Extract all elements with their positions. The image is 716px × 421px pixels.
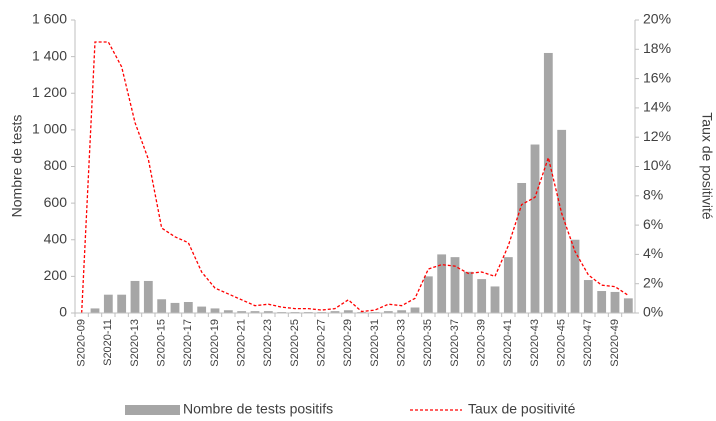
bar bbox=[197, 306, 207, 313]
y2-tick-label: 12% bbox=[643, 128, 671, 144]
y2-tick-label: 6% bbox=[643, 216, 663, 232]
y-tick-label: 600 bbox=[44, 194, 68, 210]
legend-label: Nombre de tests positifs bbox=[183, 401, 333, 417]
y2-tick-label: 18% bbox=[643, 40, 671, 56]
bar bbox=[583, 280, 593, 313]
bar bbox=[263, 311, 273, 313]
bar bbox=[477, 279, 487, 313]
bar bbox=[530, 144, 540, 313]
y-tick-label: 1 200 bbox=[32, 84, 67, 100]
x-tick-label: S2020-43 bbox=[529, 319, 541, 367]
x-tick-label: S2020-49 bbox=[609, 319, 621, 367]
bar bbox=[237, 311, 247, 313]
bar bbox=[410, 307, 420, 313]
bar bbox=[90, 308, 100, 313]
bar bbox=[143, 280, 153, 313]
bar bbox=[490, 286, 500, 313]
x-tick-label: S2020-37 bbox=[449, 319, 461, 367]
bar bbox=[503, 257, 513, 313]
x-tick-label: S2020-09 bbox=[76, 319, 88, 367]
y2-tick-label: 20% bbox=[643, 11, 671, 27]
bar bbox=[157, 299, 167, 313]
bar bbox=[330, 311, 340, 313]
bar bbox=[183, 302, 193, 313]
bar bbox=[543, 52, 553, 314]
bar bbox=[570, 239, 580, 313]
x-tick-label: S2020-15 bbox=[156, 319, 168, 367]
bar bbox=[103, 294, 113, 313]
legend-label: Taux de positivité bbox=[468, 401, 576, 417]
bar bbox=[343, 310, 353, 313]
bar bbox=[517, 182, 527, 313]
bar bbox=[450, 257, 460, 313]
line bbox=[81, 41, 629, 314]
x-tick-label: S2020-45 bbox=[556, 319, 568, 367]
x-tick-label: S2020-33 bbox=[396, 319, 408, 367]
y-tick-label: 200 bbox=[44, 267, 68, 283]
x-tick-label: S2020-41 bbox=[502, 319, 514, 367]
x-tick-label: S2020-17 bbox=[182, 319, 194, 367]
bar bbox=[623, 298, 633, 313]
bar bbox=[610, 291, 620, 313]
bar bbox=[463, 271, 473, 313]
bar bbox=[117, 294, 127, 313]
bar bbox=[130, 280, 140, 313]
y2-tick-label: 16% bbox=[643, 69, 671, 85]
bar bbox=[437, 254, 447, 313]
bar bbox=[423, 276, 433, 313]
bar bbox=[397, 310, 407, 313]
bar bbox=[557, 129, 567, 313]
y2-tick-label: 8% bbox=[643, 187, 663, 203]
bar bbox=[383, 311, 393, 313]
y-axis-title: Nombre de tests bbox=[9, 115, 25, 218]
y2-axis-title: Taux de positivité bbox=[699, 112, 715, 220]
y-tick-label: 0 bbox=[59, 304, 67, 320]
x-tick-label: S2020-21 bbox=[236, 319, 248, 367]
x-tick-label: S2020-19 bbox=[209, 319, 221, 367]
x-tick-label: S2020-25 bbox=[289, 319, 301, 367]
x-tick-label: S2020-11 bbox=[102, 319, 114, 366]
x-tick-label: S2020-27 bbox=[316, 319, 328, 367]
bar bbox=[170, 302, 180, 313]
y-tick-label: 800 bbox=[44, 157, 68, 173]
bar bbox=[250, 311, 260, 313]
x-tick-label: S2020-35 bbox=[422, 319, 434, 367]
x-tick-label: S2020-39 bbox=[476, 319, 488, 367]
x-tick-label: S2020-31 bbox=[369, 319, 381, 367]
y-tick-label: 1 600 bbox=[32, 11, 67, 27]
x-tick-label: S2020-29 bbox=[342, 319, 354, 367]
x-tick-label: S2020-47 bbox=[582, 319, 594, 367]
bar bbox=[597, 291, 607, 313]
y-tick-label: 1 000 bbox=[32, 121, 67, 137]
bar bbox=[210, 308, 220, 313]
x-tick-label: S2020-23 bbox=[262, 319, 274, 367]
y-tick-label: 1 400 bbox=[32, 47, 67, 63]
bar bbox=[223, 310, 233, 313]
y2-tick-label: 14% bbox=[643, 99, 671, 115]
y2-tick-label: 2% bbox=[643, 274, 663, 290]
y-tick-label: 400 bbox=[44, 230, 68, 246]
y2-tick-label: 0% bbox=[643, 304, 663, 320]
legend-swatch bbox=[125, 405, 180, 415]
y2-tick-label: 10% bbox=[643, 157, 671, 173]
y2-tick-label: 4% bbox=[643, 245, 663, 261]
x-tick-label: S2020-13 bbox=[129, 319, 141, 367]
